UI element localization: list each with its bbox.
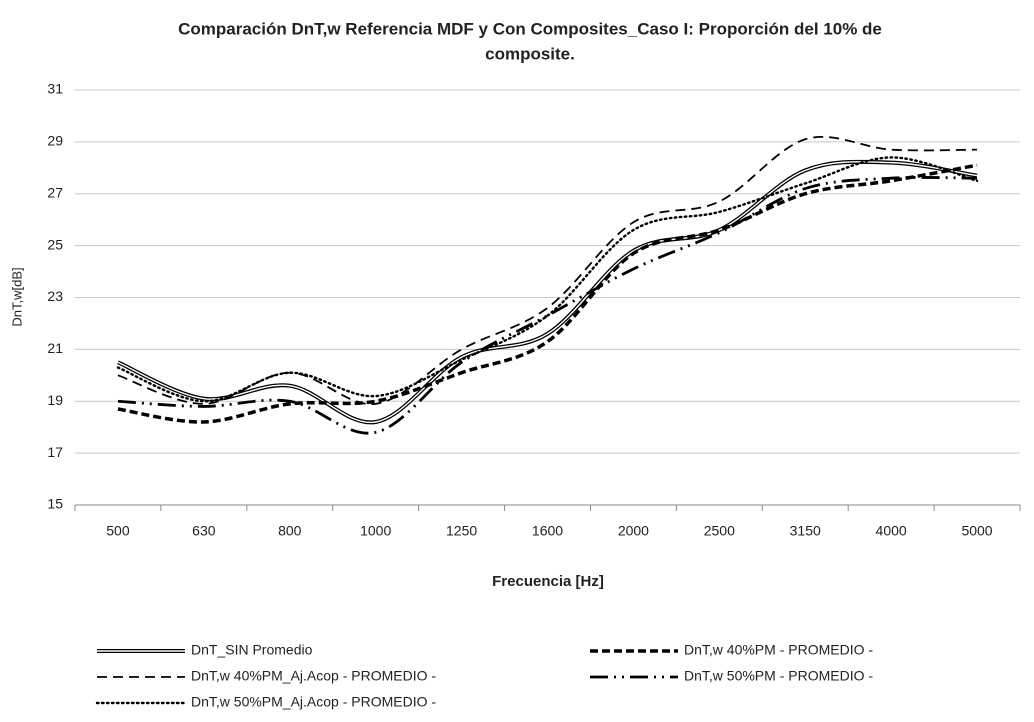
x-tick-label: 2500	[704, 523, 735, 539]
legend-label: DnT,w 50%PM_Aj.Acop - PROMEDIO -	[191, 694, 436, 710]
x-tick-label: 1600	[532, 523, 563, 539]
y-tick-label: 17	[47, 444, 63, 460]
series-line	[116, 156, 979, 403]
x-tick-label: 5000	[961, 523, 992, 539]
series-line	[117, 159, 978, 425]
chart-title: Comparación DnT,w Referencia MDF y Con C…	[178, 19, 882, 38]
series-line	[117, 135, 978, 405]
y-tick-label: 27	[47, 184, 63, 200]
chart-title: composite.	[485, 44, 575, 63]
x-tick-label: 1000	[360, 523, 391, 539]
series-line	[117, 163, 978, 424]
series-line	[117, 176, 978, 435]
legend-label: DnT,w 40%PM_Aj.Acop - PROMEDIO -	[191, 668, 436, 684]
y-tick-label: 19	[47, 392, 63, 408]
x-tick-label: 630	[192, 523, 216, 539]
y-tick-label: 31	[47, 81, 63, 97]
x-tick-label: 3150	[790, 523, 821, 539]
x-tick-label: 800	[278, 523, 302, 539]
legend-label: DnT_SIN Promedio	[191, 642, 313, 658]
x-tick-label: 2000	[618, 523, 649, 539]
y-axis-title: DnT,w[dB]	[9, 267, 24, 326]
x-tick-label: 1250	[446, 523, 477, 539]
x-tick-label: 500	[106, 523, 130, 539]
y-tick-label: 21	[47, 340, 63, 356]
legend-label: DnT,w 50%PM - PROMEDIO -	[684, 668, 873, 684]
y-tick-label: 29	[47, 133, 63, 149]
y-tick-label: 15	[47, 496, 63, 512]
x-tick-label: 4000	[876, 523, 907, 539]
y-tick-label: 23	[47, 288, 63, 304]
x-axis-title: Frecuencia [Hz]	[492, 573, 604, 590]
series-line	[117, 161, 978, 424]
legend-label: DnT,w 40%PM - PROMEDIO -	[684, 642, 873, 658]
y-tick-label: 25	[47, 236, 63, 252]
